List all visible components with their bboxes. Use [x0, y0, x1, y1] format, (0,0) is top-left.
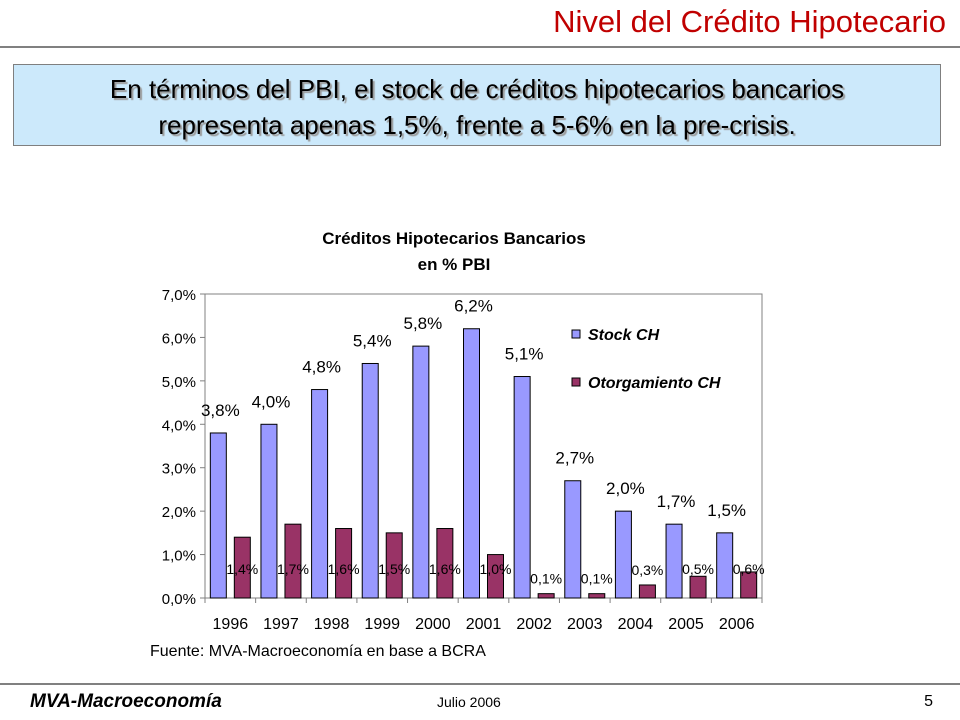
bar-stock-1999 [361, 362, 379, 599]
x-tick-label: 2006 [719, 616, 755, 633]
label-stock-2004: 2,0% [606, 479, 645, 498]
label-otorgamiento-2002: 0,1% [530, 571, 562, 587]
label-otorgamiento-2003: 0,1% [581, 571, 613, 587]
bar-stock-1996 [209, 432, 227, 599]
y-tick-label: 5,0% [162, 374, 196, 391]
bar-stock-2001 [463, 328, 480, 599]
plot-area [204, 293, 763, 599]
x-tick-label: 1999 [364, 616, 400, 633]
label-otorgamiento-1999: 1,5% [378, 561, 410, 577]
slide-title: Nivel del Crédito Hipotecario [553, 4, 946, 39]
mortgage-credit-chart: Créditos Hipotecarios Bancarios en % PBI… [150, 229, 765, 660]
x-tick-label: 1996 [213, 616, 249, 633]
bar-otorgamiento-2006 [740, 571, 758, 599]
x-tick-label: 2003 [567, 616, 603, 633]
label-stock-2000: 5,8% [403, 314, 442, 333]
x-tick-label: 2001 [466, 616, 502, 633]
legend-swatch [571, 329, 581, 339]
callout-line-1: En términos del PBI, el stock de crédito… [109, 74, 845, 104]
label-otorgamiento-2006: 0,6% [733, 561, 765, 577]
x-tick-label: 2000 [415, 616, 451, 633]
bar-stock-2006 [716, 532, 734, 599]
bar-otorgamiento-2005 [689, 575, 707, 599]
label-stock-2003: 2,7% [555, 449, 594, 468]
bar-stock-1997 [260, 423, 278, 599]
legend: Stock CH Otorgamiento CH [571, 327, 721, 392]
title-divider [0, 46, 960, 48]
label-otorgamiento-1997: 1,7% [277, 561, 309, 577]
label-stock-1999: 5,4% [353, 331, 392, 350]
legend-label: Otorgamiento CH [588, 375, 721, 392]
label-stock-2005: 1,7% [657, 492, 696, 511]
data-label-group: 3,8% 1,4% 4,0% 1,7% 4,8% 1,6% 5,4% 1,5% 5,8% 1,6%… [201, 297, 765, 587]
y-tick-label: 0,0% [162, 591, 196, 608]
label-otorgamiento-1996: 1,4% [226, 561, 258, 577]
y-tick-label: 4,0% [162, 417, 196, 434]
label-stock-1997: 4,0% [252, 392, 291, 411]
label-stock-2002: 5,1% [505, 345, 544, 364]
callout-box: En términos del PBI, el stock de crédito… [13, 64, 941, 146]
label-otorgamiento-2000: 1,6% [429, 561, 461, 577]
bar-stock-2002 [513, 376, 531, 599]
x-tick-label: 1997 [263, 616, 299, 633]
x-tick-label: 2004 [618, 616, 654, 633]
bar-stock-2005 [665, 523, 683, 599]
bar-otorgamiento-1998 [335, 528, 353, 599]
x-tick-label: 1998 [314, 616, 350, 633]
bar-otorgamiento-2000 [436, 528, 454, 599]
legend-swatch [571, 377, 581, 387]
chart-title-line-2: en % PBI [418, 255, 491, 274]
bar-stock-2003 [564, 480, 582, 599]
footer-divider [0, 683, 960, 685]
label-otorgamiento-2001: 1,0% [480, 561, 512, 577]
label-stock-1998: 4,8% [302, 358, 341, 377]
bar-otorgamiento-2001 [487, 554, 504, 599]
y-axis: 0,0% 1,0% 2,0% 3,0% 4,0% 5,0% 6,0% 7,0% [162, 287, 205, 608]
x-tick-label: 2005 [668, 616, 704, 633]
bar-otorgamiento-1999 [385, 532, 403, 599]
y-tick-label: 2,0% [162, 504, 196, 521]
footer-date: Julio 2006 [437, 694, 501, 710]
label-stock-2006: 1,5% [707, 501, 746, 520]
label-stock-1996: 3,8% [201, 401, 240, 420]
x-axis: 1996 1997 1998 1999 2000 2001 2002 2003 2004 2005… [204, 598, 763, 633]
bar-otorgamiento-1997 [284, 523, 302, 599]
bar-stock-2004 [614, 510, 632, 599]
bar-otorgamiento-2003 [588, 593, 606, 599]
callout-line-2: representa apenas 1,5%, frente a 5-6% en… [158, 110, 796, 140]
x-tick-label: 2002 [516, 616, 552, 633]
bar-stock-1998 [311, 389, 329, 599]
bar-otorgamiento-1996 [233, 536, 251, 599]
label-stock-2001: 6,2% [454, 297, 493, 316]
legend-label: Stock CH [588, 327, 660, 344]
y-tick-label: 1,0% [162, 548, 196, 565]
y-tick-label: 6,0% [162, 330, 196, 347]
label-otorgamiento-2005: 0,5% [682, 561, 714, 577]
chart-source: Fuente: MVA-Macroeconomía en base a BCRA [150, 643, 486, 660]
bar-otorgamiento-2004 [638, 584, 656, 599]
bar-otorgamiento-2002 [537, 593, 555, 599]
y-tick-label: 3,0% [162, 461, 196, 478]
label-otorgamiento-2004: 0,3% [631, 562, 663, 578]
chart-title-line-1: Créditos Hipotecarios Bancarios [322, 229, 586, 248]
page-number: 5 [924, 693, 933, 710]
bar-stock-2000 [412, 345, 430, 599]
bar-group [209, 328, 758, 599]
label-otorgamiento-1998: 1,6% [328, 561, 360, 577]
footer-brand: MVA-Macroeconomía [30, 691, 222, 712]
y-tick-label: 7,0% [162, 287, 196, 304]
